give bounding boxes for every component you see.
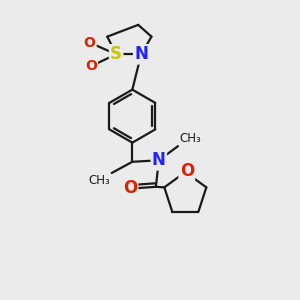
Text: S: S [110,45,122,63]
Text: O: O [84,35,96,50]
Text: O: O [180,162,194,180]
Text: N: N [152,151,166,169]
Text: CH₃: CH₃ [179,132,201,145]
Text: CH₃: CH₃ [88,174,110,187]
Text: O: O [85,59,97,73]
Text: O: O [123,179,137,197]
Text: N: N [134,45,148,63]
